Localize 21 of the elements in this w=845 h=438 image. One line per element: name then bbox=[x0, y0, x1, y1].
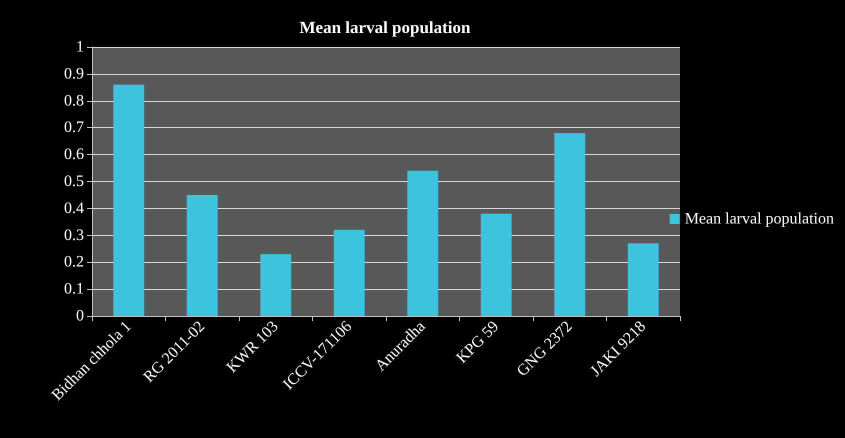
y-tick-label: 0.8 bbox=[64, 92, 84, 110]
bar bbox=[628, 243, 659, 316]
legend-label: Mean larval population bbox=[684, 210, 834, 228]
bar bbox=[554, 133, 586, 316]
bar bbox=[407, 170, 438, 316]
y-tick-label: 0 bbox=[76, 308, 84, 324]
bar bbox=[480, 214, 512, 316]
y-tick-label: 0.2 bbox=[64, 254, 84, 271]
bar bbox=[334, 230, 365, 316]
bar bbox=[113, 84, 144, 316]
bar bbox=[260, 254, 292, 316]
bar bbox=[186, 194, 218, 316]
y-tick-label: 0.4 bbox=[64, 200, 84, 217]
y-tick-label: 0.9 bbox=[64, 65, 84, 82]
y-tick-label: 0.7 bbox=[64, 119, 84, 136]
y-tick-label: 0.3 bbox=[64, 226, 84, 244]
y-tick-label: 0.1 bbox=[64, 280, 84, 298]
y-tick-label: 0.6 bbox=[64, 146, 84, 164]
y-tick-label: 1 bbox=[76, 38, 84, 56]
chart-title: Mean larval population bbox=[300, 18, 472, 37]
y-tick-label: 0.5 bbox=[64, 173, 84, 190]
